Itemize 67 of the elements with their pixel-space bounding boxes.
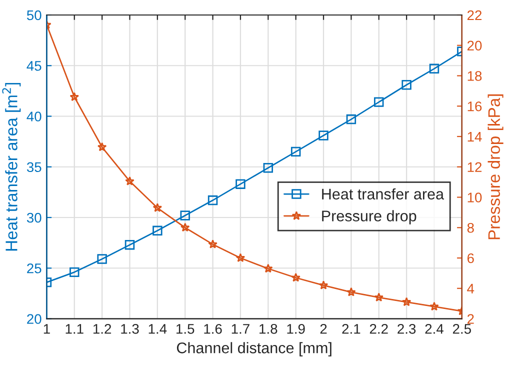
point: [263, 163, 274, 173]
point: [374, 97, 384, 107]
point: [70, 92, 80, 102]
point: [318, 280, 328, 290]
point: [402, 297, 412, 306]
y2-tick-label: 4: [467, 284, 474, 294]
x-tick-label: 2.4: [425, 324, 444, 334]
point: [208, 195, 218, 206]
point: [180, 222, 190, 232]
x-tick-label: 1.5: [176, 324, 194, 334]
y2-tick-label: 8: [467, 222, 474, 233]
y-tick-label: 20: [27, 314, 42, 324]
point: [236, 253, 246, 262]
point: [374, 292, 384, 302]
x-tick-label: 1.1: [66, 324, 84, 334]
x-tick-label: 1.6: [204, 324, 222, 334]
point: [263, 264, 273, 273]
legend-label: Heat transfer area: [322, 188, 444, 200]
point: [70, 267, 80, 278]
y2-axis-title: Pressure drop [kPa]: [488, 94, 504, 240]
y-tick-label: 45: [26, 61, 42, 71]
x-tick-label: 2.1: [342, 324, 360, 334]
y2-tick-label: 22: [467, 10, 482, 20]
x-tick-label: 1.3: [121, 324, 139, 334]
x-tick-label: 1.9: [287, 324, 305, 334]
point: [125, 176, 134, 186]
x-tick-label: 2.5: [452, 324, 471, 334]
point: [346, 287, 356, 296]
x-tick-label: 1.7: [232, 324, 250, 334]
y2-tick-label: 2: [467, 314, 474, 324]
y-axis-title: Heat transfer area [m$^{2}$]: [2, 83, 21, 251]
point: [152, 203, 162, 212]
point: [124, 240, 135, 250]
y2-tick-label: 18: [468, 71, 482, 81]
y2-tick-label: 14: [468, 132, 482, 142]
point: [97, 254, 107, 264]
y-tick-label: 35: [26, 162, 42, 172]
point: [429, 64, 440, 74]
x-tick-label: 1.8: [260, 324, 278, 334]
y2-tick-label: 12: [468, 162, 482, 172]
point: [180, 210, 190, 220]
point: [97, 142, 107, 152]
point: [318, 130, 328, 140]
point: [208, 239, 218, 248]
point: [152, 226, 162, 236]
y-tick-label: 25: [27, 263, 42, 274]
x-tick-label: 1.2: [93, 324, 112, 334]
y-tick-label: 50: [26, 10, 42, 20]
x-tick-label: 2.2: [370, 324, 388, 334]
y-tick-label: 40: [26, 112, 42, 122]
x-tick-label: 2.3: [398, 324, 416, 334]
y2-tick-label: 20: [467, 40, 482, 51]
y2-tick-label: 6: [467, 253, 474, 264]
x-tick-label: 2: [320, 324, 327, 334]
legend-label: Pressure drop: [322, 210, 416, 224]
x-tick-label: 1.4: [148, 324, 167, 334]
x-axis-title: Channel distance [mm]: [176, 342, 332, 356]
x-tick-label: 1: [44, 324, 50, 334]
y2-tick-label: 16: [468, 101, 482, 112]
point: [290, 146, 301, 157]
point: [291, 272, 300, 282]
y2-tick-label: 10: [468, 192, 482, 202]
point: [402, 80, 412, 90]
point: [430, 302, 439, 311]
point: [236, 179, 246, 189]
y-tick-label: 30: [26, 212, 42, 223]
point: [346, 114, 356, 124]
